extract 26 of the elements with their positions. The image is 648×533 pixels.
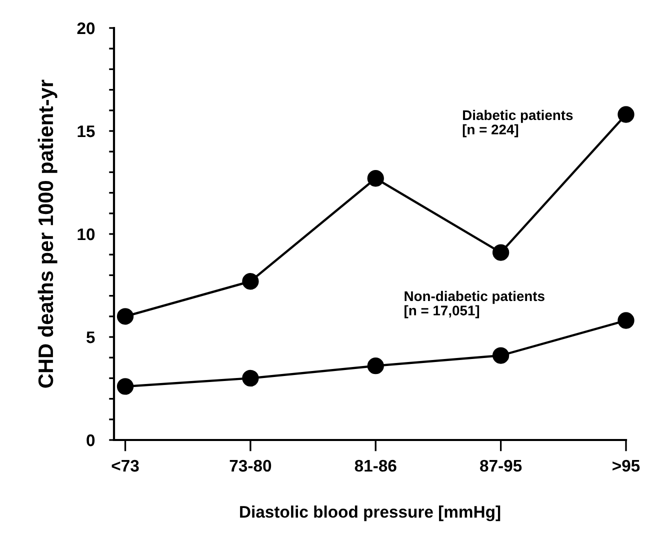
x-axis-title: Diastolic blood pressure [mmHg] [240,506,500,522]
point [242,370,259,387]
point [492,347,510,364]
y-tick-label: 15 [78,126,95,138]
text: Diabetic patients [463,110,573,123]
y-tick-label: 5 [86,332,95,344]
x-tick-label: 87-95 [480,460,522,472]
x-tick-label: >95 [612,460,640,472]
y-tick-label: 20 [77,22,95,34]
annotation: [n = 224] [462,124,518,138]
point [618,106,634,123]
y-axis-title: CHD deaths per 1000 patient-yr [38,80,58,388]
point [492,244,510,261]
x-tick-label: 81-86 [354,460,396,472]
point [367,358,384,374]
annotation: [n = 17,051] [404,305,480,318]
point [618,312,634,329]
text: Non-diabetic patients [404,290,544,304]
x-tick-label: <73 [112,460,139,472]
point [367,170,384,187]
point [116,308,134,325]
y-tick-label: 0 [86,434,95,446]
point [242,273,259,290]
point [116,378,134,395]
y-tick-label: 10 [78,228,95,240]
x-tick-label: 73-80 [230,460,272,472]
